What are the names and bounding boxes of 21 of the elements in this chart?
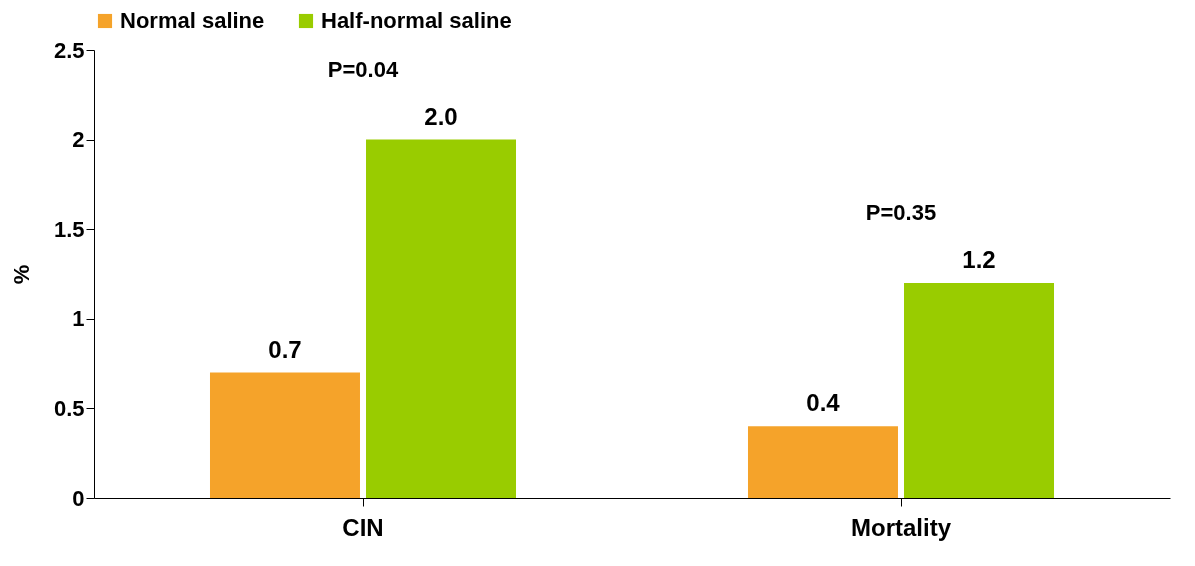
annotation: P=0.04 <box>327 56 399 82</box>
bar <box>904 282 1055 498</box>
x-tick-label: Mortality <box>850 513 952 541</box>
y-tick-label: 1.5 <box>53 216 85 242</box>
y-tick-label: 2 <box>72 127 85 153</box>
data-label: 1.2 <box>962 245 996 273</box>
bar <box>747 426 898 498</box>
bar <box>366 139 517 498</box>
y-tick-label: 1 <box>72 306 85 332</box>
x-tick-label: CIN <box>342 513 384 541</box>
data-label: 2.0 <box>424 102 458 130</box>
bar <box>209 372 360 498</box>
y-tick-label: 0.5 <box>53 395 85 421</box>
legend-label: Normal saline <box>120 8 265 33</box>
y-tick-label: 2.5 <box>53 37 85 63</box>
y-axis-title: % <box>8 264 34 285</box>
data-label: 0.4 <box>806 389 841 417</box>
annotation: P=0.35 <box>865 199 937 225</box>
legend-label: Half-normal saline <box>321 8 512 33</box>
y-tick-label: 0 <box>72 485 85 511</box>
data-label: 0.7 <box>268 335 302 363</box>
